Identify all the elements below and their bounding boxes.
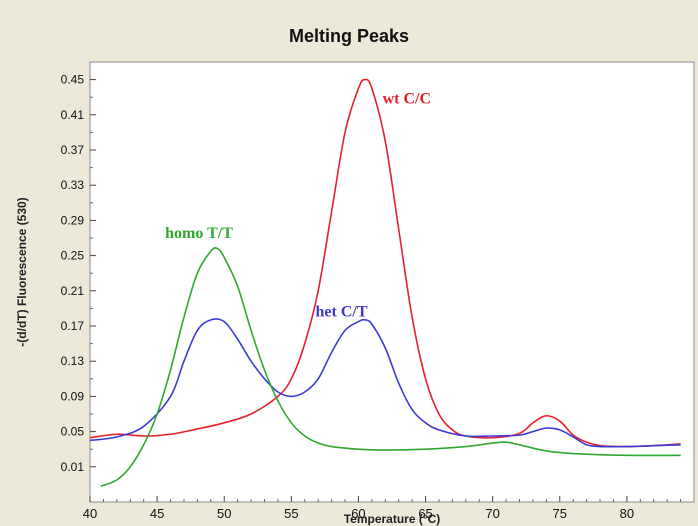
- y-tick-label: 0.17: [61, 319, 85, 333]
- y-tick-label: 0.41: [61, 108, 85, 122]
- y-tick-label: 0.05: [61, 425, 85, 439]
- x-tick-label: 55: [284, 506, 298, 521]
- series-label-wt-c-c: wt C/C: [383, 90, 431, 107]
- x-axis-label: Temperature (°C): [343, 512, 441, 526]
- x-tick-label: 65: [418, 506, 432, 521]
- y-tick-label: 0.13: [61, 354, 85, 368]
- y-tick-label: 0.25: [61, 249, 85, 263]
- x-tick-label: 40: [83, 506, 97, 521]
- label-layer: wt C/C het C/T homo T/T: [165, 90, 431, 320]
- y-tick-label: 0.45: [61, 73, 85, 87]
- series-line-wt-c-c: [89, 78, 681, 448]
- y-tick-label: 0.29: [61, 213, 85, 227]
- y-tick-label: 0.09: [61, 389, 85, 403]
- y-axis-label: -(d/dT) Fluorescence (530): [15, 197, 29, 347]
- axis-layer: 40 45 50 55 60 65 70 75 80 0.45 0.41 0.37 0.33 0.29 0.…: [61, 73, 682, 521]
- y-tick-label: 0.01: [61, 460, 85, 474]
- series-label-het-c-t: het C/T: [315, 303, 367, 320]
- series-label-homo-t-t: homo T/T: [165, 225, 233, 242]
- x-tick-label: 80: [620, 506, 634, 521]
- y-tick-label: 0.21: [61, 284, 85, 298]
- x-tick-label: 50: [217, 506, 231, 521]
- plot-area: [89, 61, 695, 503]
- series-line-homo-t-t: [100, 247, 681, 487]
- series-layer: [89, 78, 681, 487]
- y-tick-label: 0.37: [61, 143, 85, 157]
- x-tick-label: 60: [351, 506, 365, 521]
- series-line-het-c-t: [89, 318, 681, 448]
- x-tick-label: 75: [553, 506, 567, 521]
- chart-title: Melting Peaks: [288, 26, 410, 46]
- x-tick-label: 45: [150, 506, 164, 521]
- y-tick-label: 0.33: [61, 178, 85, 192]
- x-tick-label: 70: [485, 506, 499, 521]
